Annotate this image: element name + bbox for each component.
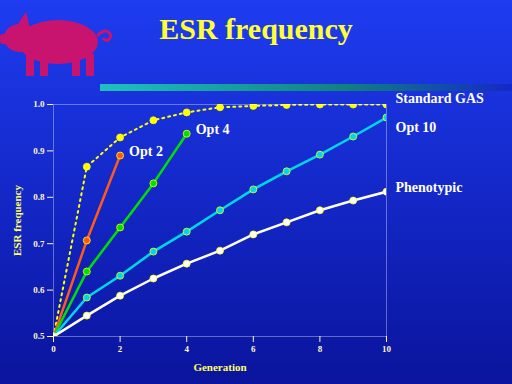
svg-text:0.9: 0.9 (33, 146, 45, 156)
svg-text:0.7: 0.7 (33, 239, 45, 249)
svg-text:1.0: 1.0 (33, 99, 45, 109)
svg-text:0.8: 0.8 (33, 192, 45, 202)
svg-text:Opt 10: Opt 10 (396, 120, 437, 135)
svg-text:Opt 4: Opt 4 (196, 122, 230, 137)
svg-text:0.6: 0.6 (33, 285, 45, 295)
svg-text:6: 6 (251, 344, 256, 354)
svg-text:Opt 2: Opt 2 (129, 144, 163, 159)
svg-text:4: 4 (184, 344, 189, 354)
svg-text:Generation: Generation (193, 361, 246, 373)
svg-text:2: 2 (118, 344, 123, 354)
svg-text:Phenotypic: Phenotypic (396, 180, 463, 195)
svg-text:0.5: 0.5 (33, 331, 45, 341)
svg-text:8: 8 (318, 344, 323, 354)
svg-text:10: 10 (382, 344, 392, 354)
html-text:ESR frequency: ESR frequency (159, 12, 353, 45)
svg-text:Standard GAS: Standard GAS (396, 91, 485, 106)
svg-text:0: 0 (51, 344, 56, 354)
svg-text:ESR frequency: ESR frequency (11, 185, 23, 256)
